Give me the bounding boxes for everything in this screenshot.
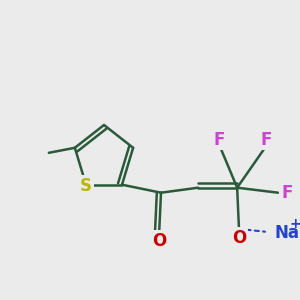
Text: +: + — [290, 217, 300, 231]
Text: F: F — [260, 131, 272, 149]
Text: F: F — [214, 131, 225, 149]
Text: F: F — [282, 184, 293, 202]
Text: S: S — [80, 177, 92, 195]
Text: O: O — [232, 229, 246, 247]
Text: O: O — [152, 232, 166, 250]
Text: Na: Na — [274, 224, 299, 242]
